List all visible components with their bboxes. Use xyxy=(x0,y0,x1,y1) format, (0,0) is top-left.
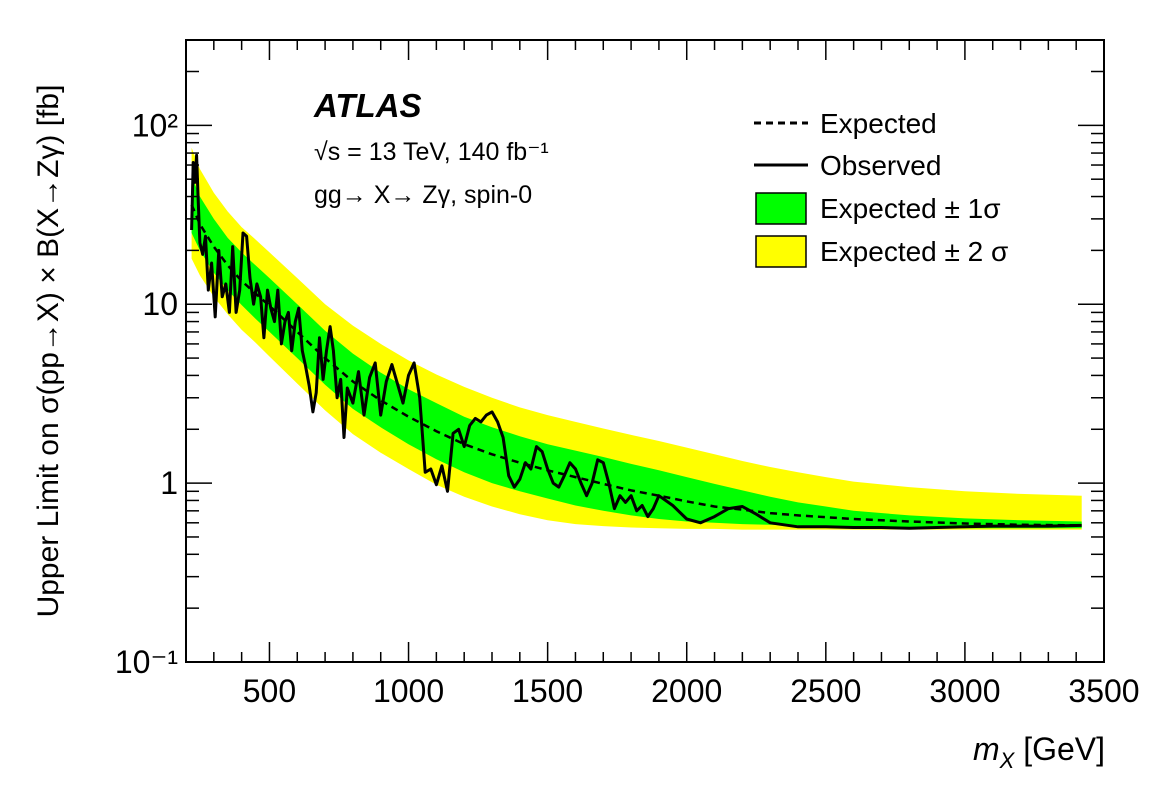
legend: Expected Observed Expected ± 1σ Expected… xyxy=(754,108,1008,268)
bands-group xyxy=(191,147,1082,530)
axes-group: 500 1000 1500 2000 2500 3000 3500 10⁻¹ 1 10 10² xyxy=(115,39,1140,709)
legend-2sigma-swatch xyxy=(755,235,807,268)
observed-line xyxy=(190,153,1082,530)
y-tick-label: 10² xyxy=(132,107,179,143)
x-tick-label: 2000 xyxy=(651,673,722,709)
energy-lumi-label: √s = 13 TeV, 140 fb⁻¹ xyxy=(314,138,549,166)
atlas-label: ATLAS xyxy=(313,87,422,124)
x-tick-label: 3500 xyxy=(1068,673,1139,709)
x-axis-label: mX [GeV] xyxy=(973,731,1105,773)
legend-2sigma-label: Expected ± 2 σ xyxy=(820,236,1008,267)
legend-1sigma-swatch xyxy=(755,192,807,225)
x-tick-label: 1500 xyxy=(512,673,583,709)
plot-frame xyxy=(185,39,1105,663)
x-tick-label: 2500 xyxy=(790,673,861,709)
x-tick-label: 500 xyxy=(243,673,296,709)
process-label: gg→ X→ Zγ, spin-0 xyxy=(314,181,532,209)
legend-observed-label: Observed xyxy=(820,150,941,181)
y-tick-label: 10 xyxy=(142,286,178,322)
y-axis-label: Upper Limit on σ(pp→X) × B(X→Zγ) [fb] xyxy=(32,85,65,618)
band-1sigma xyxy=(191,176,1082,529)
legend-1sigma-label: Expected ± 1σ xyxy=(820,193,1001,224)
y-tick-label: 1 xyxy=(160,465,178,501)
y-tick-label: 10⁻¹ xyxy=(115,644,178,680)
x-tick-label: 3000 xyxy=(929,673,1000,709)
lines-group xyxy=(190,153,1082,530)
expected-line xyxy=(190,204,1082,527)
legend-expected-label: Expected xyxy=(820,108,937,139)
x-tick-label: 1000 xyxy=(373,673,444,709)
